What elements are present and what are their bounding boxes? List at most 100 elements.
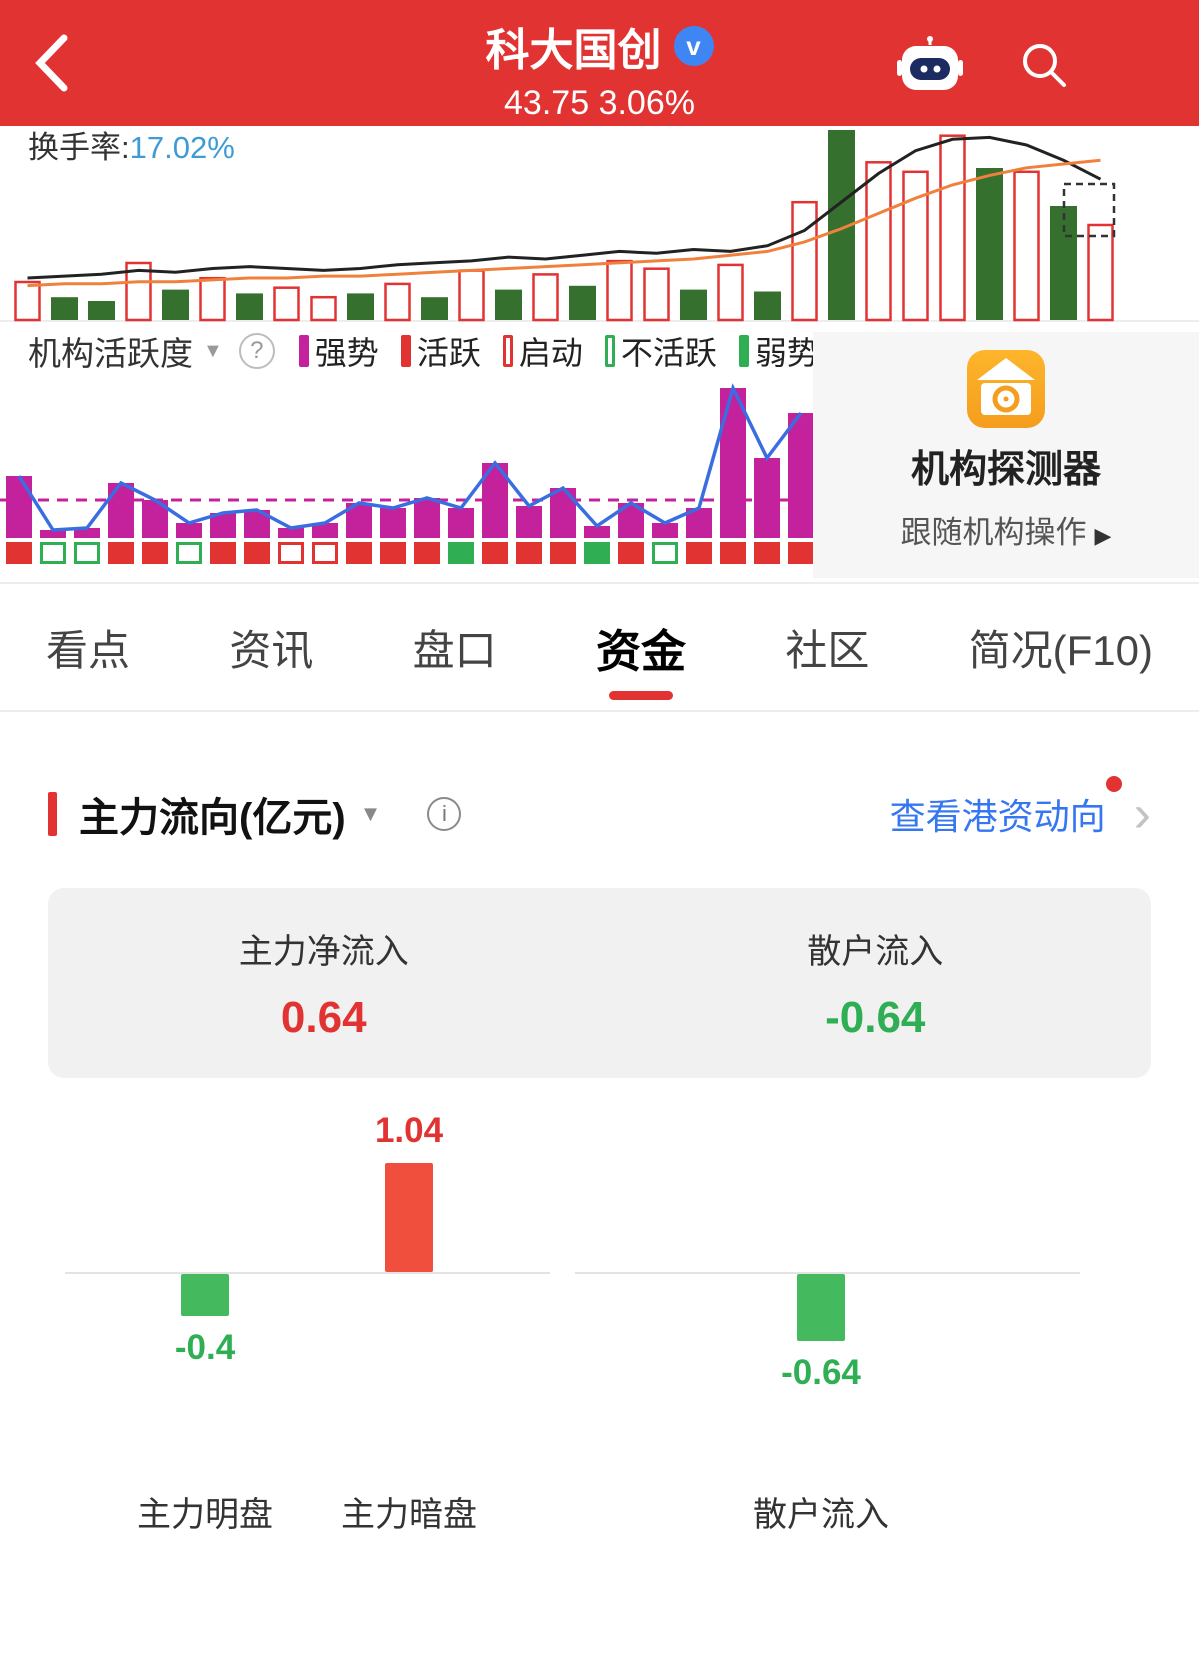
chevron-right-icon[interactable]: › [1133, 785, 1151, 843]
kline-chart-section: 换手率:17.02% [0, 126, 1199, 322]
legend-item-inactive: 不活跃 [604, 328, 717, 374]
search-icon[interactable] [1019, 40, 1069, 95]
help-icon[interactable]: ? [238, 333, 275, 369]
legend-swatch-green [738, 335, 749, 367]
volume-bar-up [273, 286, 300, 322]
activity-trend-line [17, 383, 803, 532]
tab-zixun[interactable]: 资讯 [229, 626, 314, 674]
top-header: 科大国创 v 43.75 3.06% [0, 0, 1199, 126]
volume-bar-up [14, 280, 41, 322]
main-flow-section: 主力流向(亿元) ▼ i 查看港资动向 › 主力净流入 0.64 散户流入 -0… [0, 776, 1199, 1534]
volume-bar-up [458, 269, 485, 322]
volume-bar-up [606, 259, 633, 322]
status-active-block [788, 542, 814, 564]
flow-category-label: 主力暗盘 [341, 1496, 477, 1534]
volume-bar-up [791, 200, 818, 322]
status-inactive-block [176, 542, 202, 564]
activity-bar [448, 508, 474, 538]
activity-bar [584, 526, 610, 538]
header-title-block: 科大国创 v 43.75 3.06% [0, 14, 1199, 123]
status-active-block [482, 542, 508, 564]
volume-bar-down [421, 297, 448, 320]
info-icon[interactable]: i [427, 797, 462, 831]
detector-title: 机构探测器 [910, 449, 1101, 491]
volume-bar-down [88, 301, 115, 320]
volume-bar-down [162, 289, 189, 320]
hk-capital-link[interactable]: 查看港资动向 [890, 776, 1122, 840]
stock-change: 3.06% [598, 84, 695, 122]
volume-bar-up [199, 276, 226, 322]
ma-orange-line [27, 158, 1101, 288]
volume-bar-down [495, 289, 522, 320]
flow-category-label: 主力明盘 [137, 1496, 273, 1534]
volume-bar-down [347, 293, 374, 320]
institution-detector-panel[interactable]: 机构探测器 跟随机构操作 ▶ [813, 332, 1199, 578]
retail-inflow-label: 散户流入 [807, 932, 944, 971]
volume-bar-up [384, 282, 411, 322]
volume-bar-down [680, 289, 707, 320]
activity-bar [40, 530, 66, 538]
legend-item-start: 启动 [502, 328, 583, 374]
flow-value-label: -0.64 [781, 1353, 861, 1393]
main-net-inflow: 主力净流入 0.64 [48, 924, 600, 1043]
tab-zijin[interactable]: 资金 [596, 584, 686, 710]
ai-assistant-icon[interactable] [897, 36, 963, 99]
activity-bar [550, 488, 576, 538]
chevron-down-icon[interactable]: ▼ [359, 801, 382, 826]
tab-kandian[interactable]: 看点 [46, 626, 131, 674]
status-inactive-block [74, 542, 100, 564]
section-accent-bar [48, 792, 57, 836]
volume-bar-down [1050, 206, 1077, 320]
status-active-block [108, 542, 134, 564]
volume-bar-down [236, 293, 263, 320]
activity-bar [74, 528, 100, 538]
status-start-block [278, 542, 304, 564]
detector-subtitle: 跟随机构操作 ▶ [900, 515, 1112, 550]
flow-axis-line [65, 1272, 550, 1274]
status-weak-block [448, 542, 474, 564]
status-active-block [686, 542, 712, 564]
status-active-block [346, 542, 372, 564]
volume-bar-up [939, 134, 966, 322]
volume-bar-up [643, 267, 670, 322]
turnover-value: 17.02% [129, 130, 235, 165]
volume-bar-up [310, 295, 337, 322]
legend-swatch-red-hollow [502, 335, 513, 367]
institution-activity-title[interactable]: 机构活跃度 [28, 335, 193, 372]
legend-swatch-magenta [298, 335, 309, 367]
volume-bar-up [532, 273, 559, 322]
institution-activity-chart[interactable] [0, 380, 818, 580]
retail-inflow: 散户流入 -0.64 [600, 924, 1152, 1043]
volume-chart[interactable] [0, 126, 1199, 322]
back-button[interactable] [34, 34, 94, 94]
flow-axis-line [575, 1272, 1080, 1274]
flow-summary-card: 主力净流入 0.64 散户流入 -0.64 [48, 888, 1151, 1078]
tab-shequ[interactable]: 社区 [785, 626, 870, 674]
legend-swatch-red [400, 335, 411, 367]
back-chevron-icon [35, 34, 68, 92]
volume-bar-up [717, 263, 744, 322]
status-active-block [244, 542, 270, 564]
legend-item-active: 活跃 [400, 328, 481, 374]
status-active-block [142, 542, 168, 564]
status-active-block [720, 542, 746, 564]
volume-bar-up [1013, 170, 1040, 322]
main-flow-title[interactable]: 主力流向(亿元) [79, 796, 346, 840]
volume-bar-up [902, 170, 929, 322]
flow-category-label: 散户流入 [753, 1496, 889, 1534]
chevron-down-icon[interactable]: ▼ [203, 339, 223, 362]
volume-bar-up [865, 161, 892, 322]
flow-bar-2 [797, 1274, 845, 1342]
tab-jiankuang-f10[interactable]: 简况(F10) [968, 626, 1153, 674]
tab-pankou[interactable]: 盘口 [412, 626, 497, 674]
flow-value-label: 1.04 [374, 1110, 444, 1150]
volume-bar-down [569, 285, 596, 320]
activity-bar [754, 458, 780, 538]
verified-badge-icon: v [673, 26, 714, 66]
activity-bar [6, 476, 32, 538]
flow-value-label: -0.4 [174, 1328, 236, 1367]
status-active-block [618, 542, 644, 564]
institution-activity-section: 机构活跃度 ▼ ? 强势 活跃 启动 不活跃 弱势 机构探测器 跟随机构操作 ▶ [0, 322, 1199, 584]
flow-bar-1 [385, 1162, 433, 1272]
notification-dot [1105, 776, 1122, 792]
